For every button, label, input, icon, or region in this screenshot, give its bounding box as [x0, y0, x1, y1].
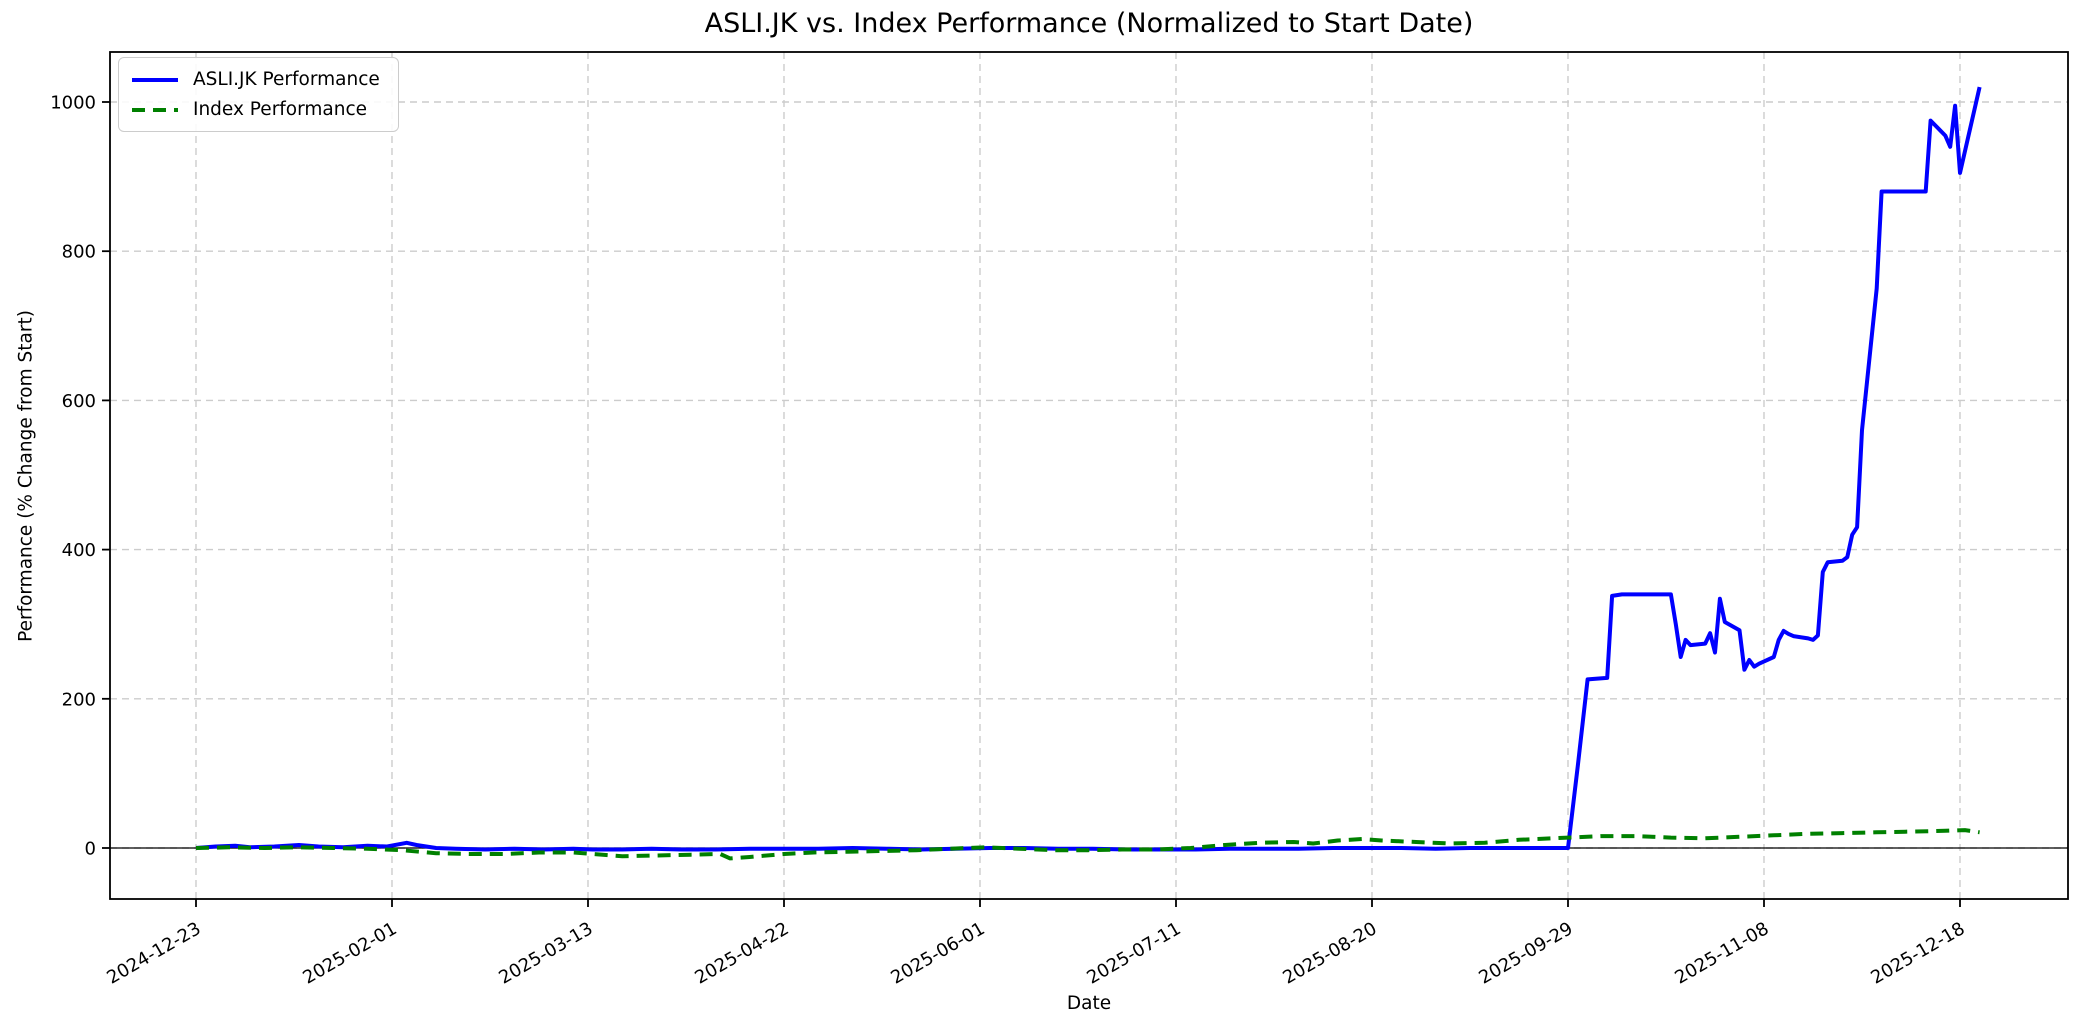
series-line-index: [195, 828, 1980, 861]
x-tick-label: 2024-12-23: [103, 918, 204, 988]
legend-item-index: Index Performance: [132, 99, 380, 120]
y-tick-label: 1000: [50, 93, 96, 114]
x-tick-label: 2025-11-08: [1671, 918, 1772, 988]
x-tick-label: 2025-12-18: [1867, 918, 1968, 988]
x-tick-label: 2025-02-01: [299, 918, 400, 988]
y-axis-label: Performance (% Change from Start): [15, 310, 37, 642]
y-tick-label: 200: [62, 689, 96, 710]
x-tick-label: 2025-06-01: [887, 918, 988, 988]
legend-solid-line-sample: [132, 77, 178, 82]
x-axis-label: Date: [1066, 993, 1112, 1014]
legend-label-asli: ASLI.JK Performance: [193, 69, 380, 90]
axes-spines: [109, 51, 2069, 900]
legend-item-asli: ASLI.JK Performance: [132, 69, 380, 90]
chart-title: ASLI.JK vs. Index Performance (Normalize…: [704, 8, 1474, 39]
x-tick-label: 2025-07-11: [1083, 918, 1184, 988]
y-tick-label: 400: [62, 540, 96, 561]
x-tick-label: 2025-09-29: [1475, 918, 1576, 988]
legend-dashed-line-sample: [132, 107, 178, 112]
x-tick-label: 2025-04-22: [691, 918, 792, 988]
series-line-asli: [195, 86, 1982, 852]
y-tick-label: 600: [62, 391, 96, 412]
x-tick-label: 2025-08-20: [1279, 918, 1380, 988]
y-tick-label: 800: [62, 242, 96, 263]
legend-label-index: Index Performance: [193, 99, 368, 120]
x-tick-label: 2025-03-13: [495, 918, 596, 988]
y-tick-label: 0: [85, 839, 96, 860]
legend: ASLI.JK Performance Index Performance: [118, 57, 399, 132]
